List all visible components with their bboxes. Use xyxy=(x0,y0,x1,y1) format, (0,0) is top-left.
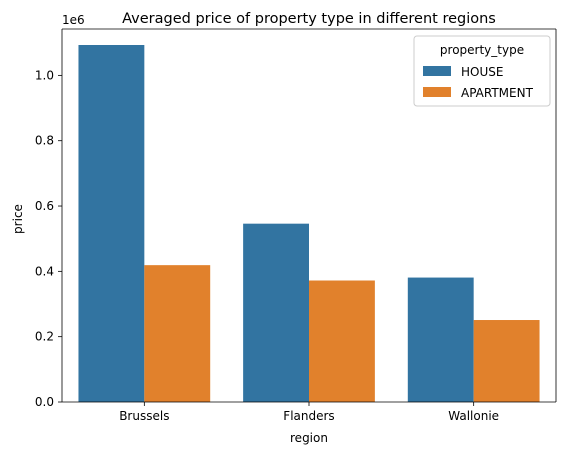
bar-house-brussels xyxy=(78,45,145,402)
y-tick-label: 0.6 xyxy=(35,199,54,213)
y-tick-label: 0.4 xyxy=(35,264,54,278)
y-axis-label: price xyxy=(11,204,25,234)
legend-swatch-apartment xyxy=(423,87,451,97)
x-tick-label: Flanders xyxy=(283,409,334,423)
x-axis-label: region xyxy=(290,431,328,445)
bar-house-flanders xyxy=(243,223,309,402)
bar-apartment-flanders xyxy=(309,280,375,402)
y-tick-label: 1.0 xyxy=(35,68,54,82)
x-tick-label: Brussels xyxy=(119,409,169,423)
legend-swatch-house xyxy=(423,66,451,76)
legend-title: property_type xyxy=(440,43,524,57)
bar-house-wallonie xyxy=(407,277,474,402)
legend: property_type HOUSE APARTMENT xyxy=(413,35,551,107)
bar-apartment-brussels xyxy=(144,265,211,402)
plot-area: 0.0 0.2 0.4 0.6 0.8 1.0 Brussels Flanders Wallon… xyxy=(35,28,557,423)
bar-apartment-wallonie xyxy=(473,320,540,402)
y-scale-label: 1e6 xyxy=(62,13,85,27)
y-tick-label: 0.8 xyxy=(35,134,54,148)
chart-title: Averaged price of property type in diffe… xyxy=(122,11,496,27)
y-tick-label: 0.2 xyxy=(35,330,54,344)
legend-label-apartment: APARTMENT xyxy=(461,86,534,100)
y-tick-label: 0.0 xyxy=(35,395,54,409)
x-tick-label: Wallonie xyxy=(448,409,499,423)
legend-label-house: HOUSE xyxy=(461,65,503,79)
